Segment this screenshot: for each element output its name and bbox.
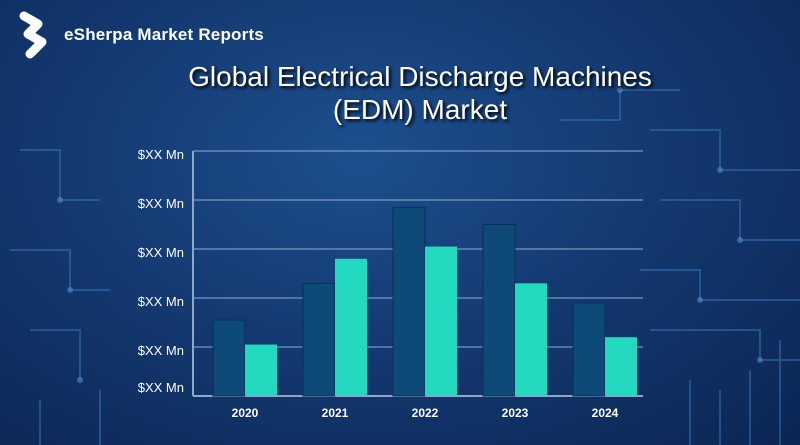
bar-2023-series-1 [482,224,516,397]
x-tick-label: 2023 [502,406,529,420]
x-tick-label: 2022 [412,406,439,420]
bar-2022-series-2 [425,246,457,396]
brand: eSherpa Market Reports [10,10,264,60]
x-tick-label: 2021 [322,406,349,420]
bar-2023-series-2 [515,283,547,396]
y-tick-label: $XX Mn [138,245,184,260]
bar-2024-series-1 [572,302,606,397]
y-tick-label: $XX Mn [138,147,184,162]
y-tick-label: $XX Mn [138,294,184,309]
chart-title: Global Electrical Discharge Machines (ED… [100,60,740,126]
chart-title-line-2: (EDM) Market [332,94,508,125]
bar-2022-series-1 [392,206,426,397]
esherpa-logo-icon [19,11,47,59]
y-tick-label: $XX Mn [138,343,184,358]
bar-2020-series-1 [212,319,246,397]
y-tick-label: $XX Mn [138,196,184,211]
x-tick-label: 2020 [232,406,259,420]
brand-name: eSherpa Market Reports [64,25,264,44]
bar-2021-series-2 [335,258,367,396]
y-tick-label: $XX Mn [138,380,184,395]
bar-2024-series-2 [605,337,637,396]
x-tick-label: 2024 [592,406,619,420]
bar-2020-series-2 [245,344,277,396]
chart-title-line-1: Global Electrical Discharge Machines [188,61,652,92]
bar-2021-series-1 [302,282,336,397]
